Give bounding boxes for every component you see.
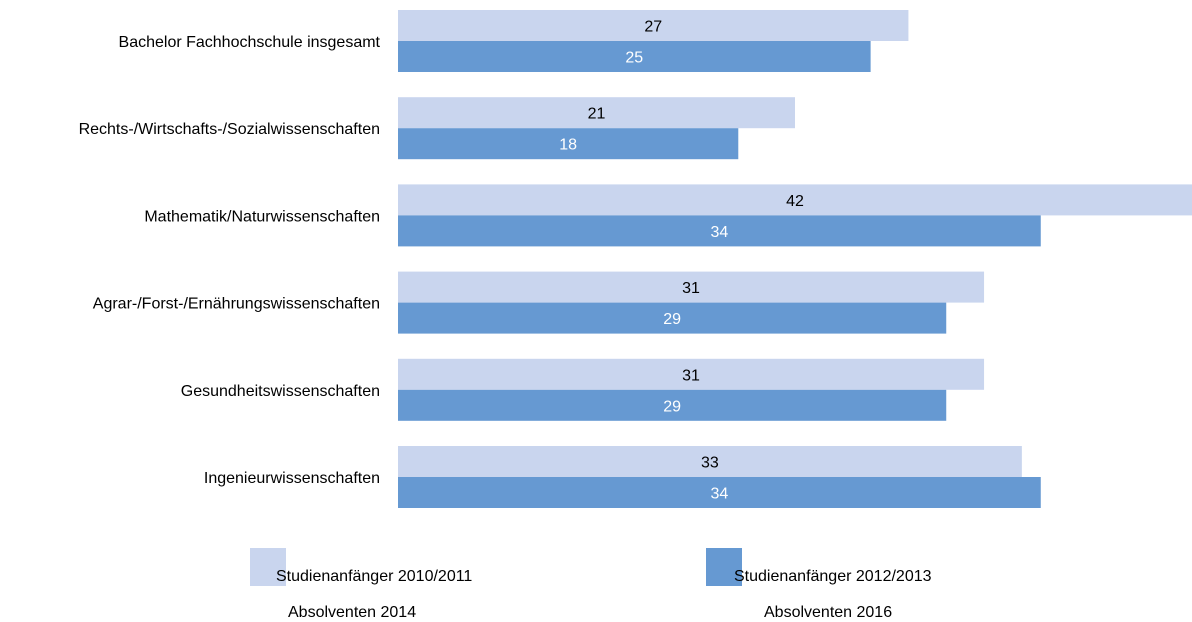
bar-series-2 bbox=[398, 215, 1041, 247]
data-label-series-1: 33 bbox=[701, 455, 719, 472]
category-label: Rechts-/Wirtschafts-/Sozialwissenschafte… bbox=[79, 121, 380, 138]
bar-series-2 bbox=[398, 302, 947, 334]
bar-series-2 bbox=[398, 389, 947, 421]
data-label-series-2: 29 bbox=[663, 398, 681, 415]
legend-sublabel-series-2: Absolventen 2016 bbox=[764, 604, 893, 621]
bar-series-2 bbox=[398, 477, 1041, 508]
bar-series-1 bbox=[398, 271, 985, 303]
category-label: Ingenieurwissenschaften bbox=[204, 470, 380, 487]
legend-label-series-1: Studienanfänger 2010/2011 bbox=[276, 568, 473, 585]
data-label-series-1: 31 bbox=[682, 280, 700, 297]
data-label-series-2: 34 bbox=[710, 224, 728, 241]
bar-series-1 bbox=[398, 10, 909, 41]
data-label-series-1: 27 bbox=[644, 19, 662, 36]
legend-swatch-series-1 bbox=[250, 548, 286, 586]
data-label-series-2: 34 bbox=[710, 486, 728, 503]
legend-label-series-2: Studienanfänger 2012/2013 bbox=[734, 568, 932, 585]
category-label: Gesundheitswissenschaften bbox=[181, 383, 380, 400]
legend-sublabel-series-1: Absolventen 2014 bbox=[288, 604, 417, 621]
category-label: Agrar-/Forst-/Ernährungswissenschaften bbox=[93, 296, 380, 313]
data-label-series-1: 31 bbox=[682, 367, 700, 384]
bar-series-1 bbox=[398, 97, 795, 129]
bar-series-1 bbox=[398, 184, 1192, 216]
legend-swatch-series-2 bbox=[706, 548, 742, 586]
legend: Studienanfänger 2010/2011 Absolventen 20… bbox=[0, 548, 1192, 622]
data-label-series-1: 21 bbox=[588, 106, 606, 123]
category-label: Bachelor Fachhochschule insgesamt bbox=[119, 34, 381, 51]
bar-series-1 bbox=[398, 446, 1022, 477]
bar-series-2 bbox=[398, 128, 739, 160]
bar-series-2 bbox=[398, 41, 871, 72]
data-label-series-2: 25 bbox=[625, 50, 643, 67]
bar-series-1 bbox=[398, 358, 985, 390]
data-label-series-2: 29 bbox=[663, 311, 681, 328]
data-label-series-1: 42 bbox=[786, 193, 804, 210]
category-label: Mathematik/Naturwissenschaften bbox=[144, 208, 380, 225]
data-label-series-2: 18 bbox=[559, 137, 577, 154]
